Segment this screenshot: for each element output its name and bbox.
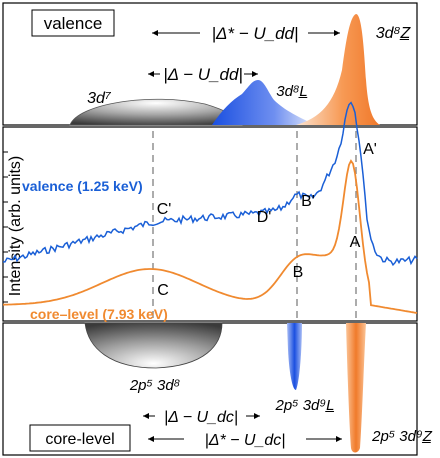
state-3d8L-label: 3d⁸L̲ — [276, 83, 308, 100]
state-2p5d9L-label: 2p⁵ 3d⁹L̲ — [275, 397, 335, 414]
y-axis-label: Intensity (arb. units) — [7, 156, 24, 297]
y-axis-ticks — [3, 151, 8, 303]
state-3d8L-shape — [212, 80, 316, 125]
peak-label-A-prime: A' — [363, 141, 377, 158]
valence-series-line — [3, 101, 418, 267]
valence-box-label: valence — [44, 14, 103, 33]
state-2p5d9Z-shape — [346, 323, 366, 453]
core-legend-label: core–level (7.93 keV) — [30, 306, 168, 322]
top-short-arrow-label: |Δ − U_dd| — [163, 65, 243, 84]
state-2p5d9Z-label: 2p⁵ 3d⁹Z̲ — [371, 428, 433, 445]
core-level-box — [29, 424, 131, 452]
peak-label-B: B — [293, 264, 304, 281]
valence-legend-label: valence (1.25 keV) — [22, 178, 143, 194]
state-2p5d9L-shape — [287, 323, 302, 390]
bottom-short-arrow-label: |Δ − U_dc| — [164, 409, 238, 426]
dashed-guides — [152, 131, 357, 335]
state-2p5d8-shape — [84, 322, 223, 369]
top-long-arrow-label: |Δ* − U_dd| — [212, 24, 299, 43]
state-2p5d8-label: 2p⁵ 3d⁸ — [129, 377, 180, 394]
bottom-long-arrow-label: |Δ* − U_dc| — [205, 432, 286, 449]
state-3d8Z-label: 3d⁸Z̲ — [376, 25, 412, 42]
state-3d7-label: 3d⁷ — [87, 90, 112, 107]
valence-box — [31, 9, 115, 37]
core-level-box-label: core-level — [45, 431, 114, 448]
peak-label-D-prime: D' — [257, 209, 272, 226]
peak-label-C: C — [157, 282, 169, 299]
state-3d8Z-shape — [296, 14, 380, 125]
peak-label-A: A — [350, 234, 361, 251]
peak-label-C-prime: C' — [157, 201, 172, 218]
core-series-line — [2, 159, 418, 314]
spectra-panel-frame — [2, 126, 418, 322]
peak-label-B-prime: B' — [301, 193, 315, 210]
